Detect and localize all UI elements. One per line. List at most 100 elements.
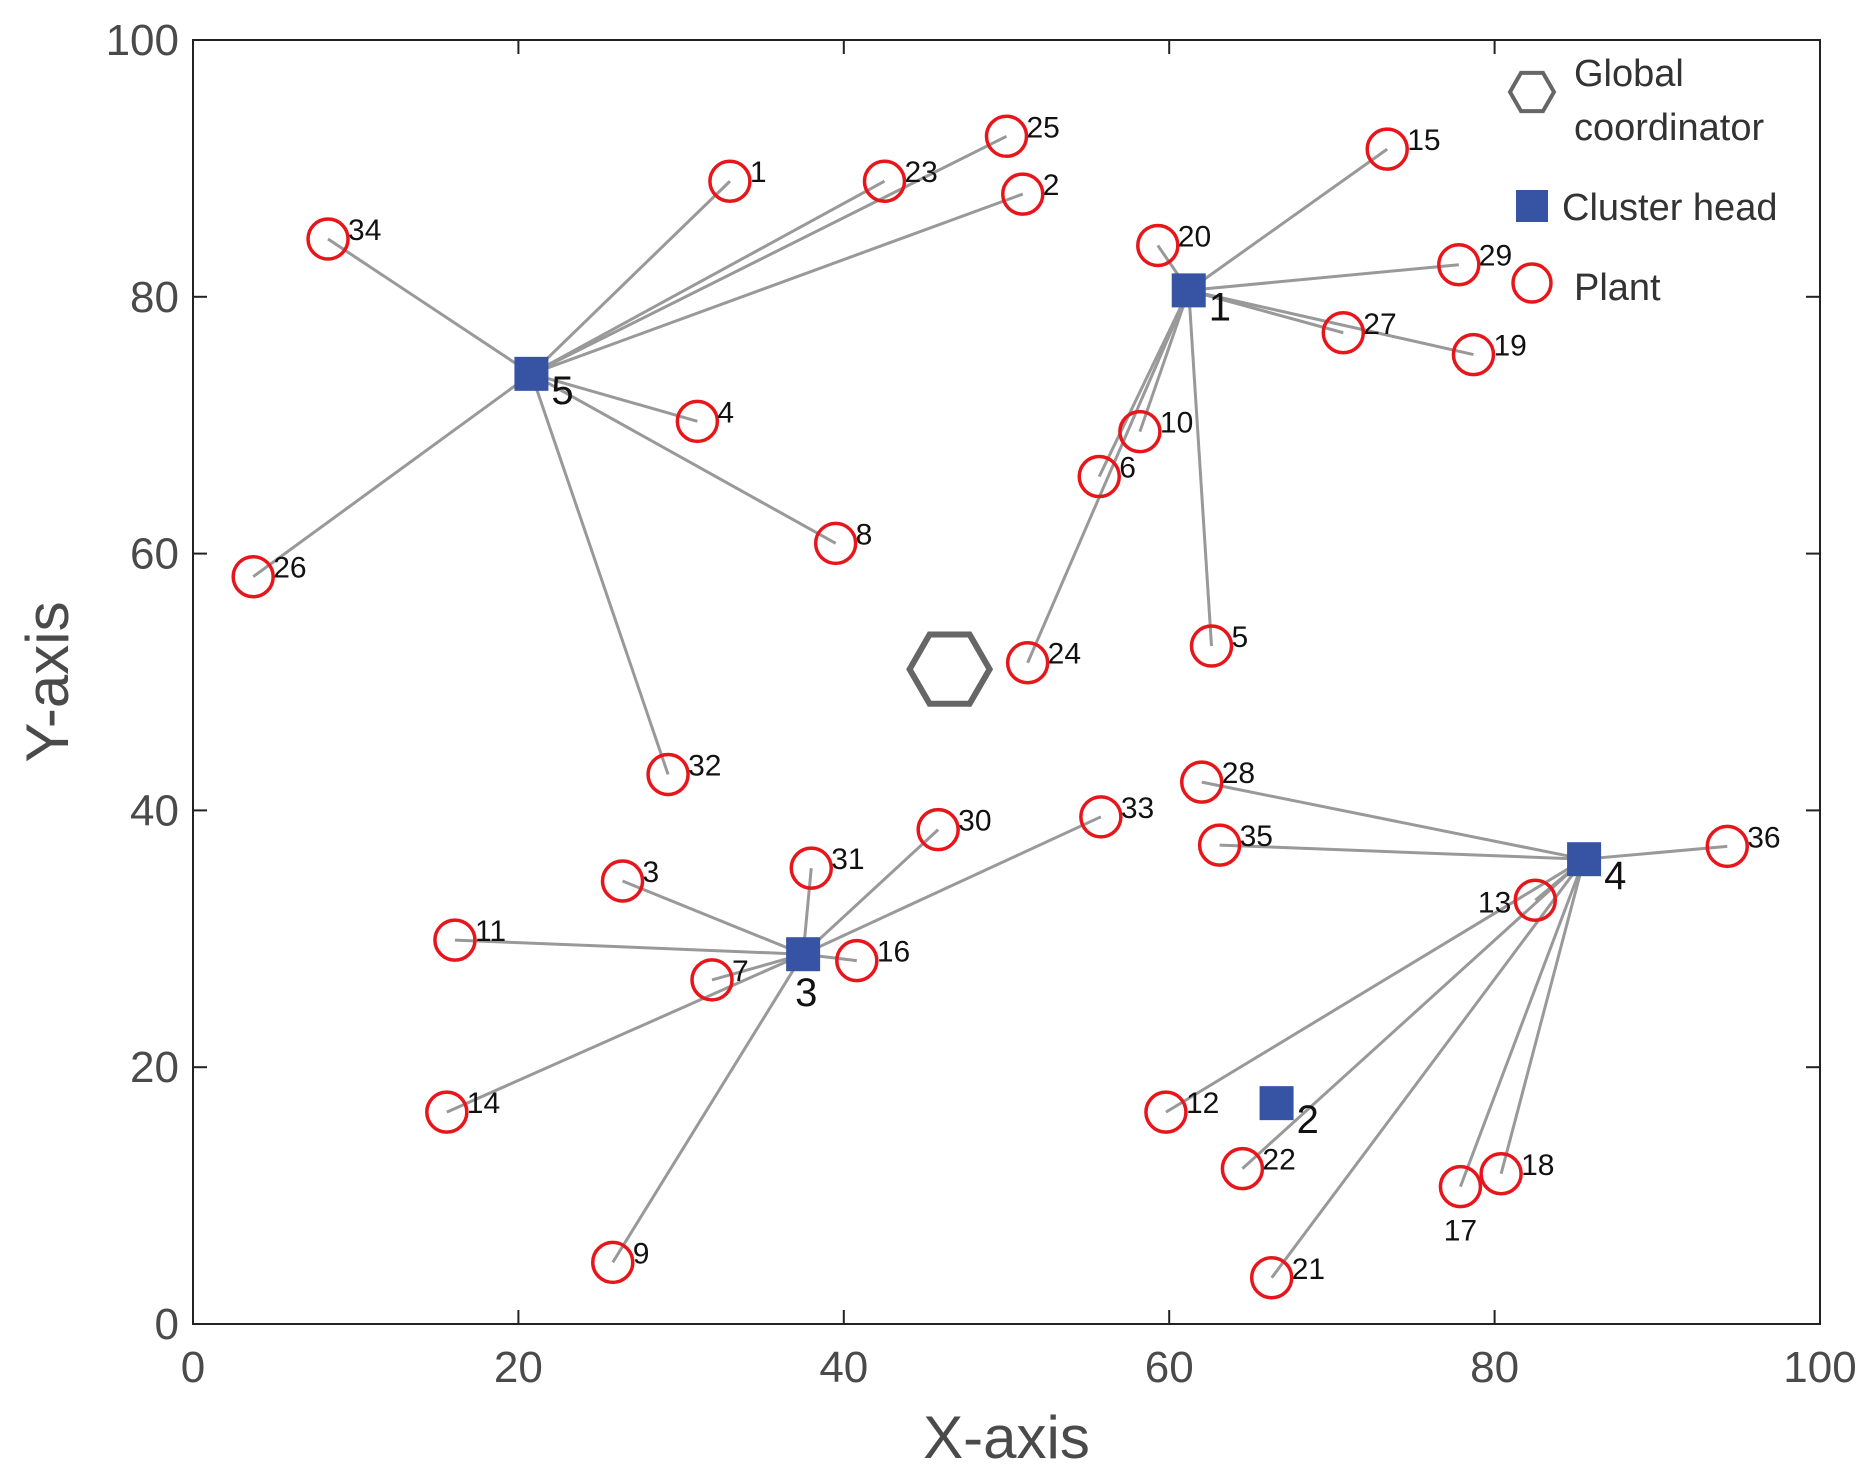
plant-marker-13 — [1513, 878, 1558, 923]
plant-marker-25 — [984, 114, 1029, 159]
plant-marker-36 — [1705, 824, 1750, 869]
axis-labels: X-axis Y-axis — [14, 601, 1090, 1471]
plant-marker-1 — [708, 159, 752, 203]
plant-marker-34 — [306, 217, 350, 261]
plant-label-26: 26 — [273, 552, 306, 585]
plant-label-12: 12 — [1186, 1087, 1219, 1120]
link-line-plant-17 — [1459, 858, 1586, 1188]
plant-marker-23 — [862, 159, 907, 203]
legend: Global coordinator Cluster head Plant — [1507, 53, 1777, 309]
link-line-plant-4 — [531, 372, 698, 423]
link-line-plant-26 — [252, 372, 533, 578]
x-tick-label: 20 — [494, 1343, 543, 1392]
plant-label-23: 23 — [904, 156, 937, 189]
link-line-plant-28 — [1201, 780, 1585, 861]
plant-marker-9 — [591, 1240, 635, 1285]
plant-marker-16 — [835, 938, 879, 983]
plant-marker-33 — [1079, 795, 1123, 839]
plant-marker-26 — [231, 554, 275, 599]
link-line-plant-30 — [802, 828, 940, 956]
link-line-plant-1 — [530, 180, 731, 375]
plant-label-22: 22 — [1262, 1144, 1295, 1177]
plot-frame-box — [192, 39, 1821, 1325]
link-line-plant-21 — [1270, 858, 1586, 1279]
plant-marker-22 — [1220, 1146, 1265, 1191]
plant-marker-32 — [646, 752, 690, 797]
plant-label-8: 8 — [856, 518, 873, 551]
plant-label-10: 10 — [1160, 407, 1193, 440]
plot-frame — [192, 39, 1821, 1325]
plant-marker-20 — [1136, 223, 1180, 268]
link-line-plant-19 — [1188, 288, 1474, 357]
legend-cluster-head-label: Cluster head — [1562, 187, 1777, 229]
plant-marker-7 — [690, 958, 734, 1002]
plant-label-25: 25 — [1027, 111, 1060, 144]
cluster-head-label-2: 2 — [1297, 1098, 1319, 1142]
plant-marker-30 — [916, 807, 960, 852]
link-line-plant-10 — [1138, 289, 1191, 433]
plant-marker-18 — [1479, 1152, 1523, 1196]
plant-marker-5 — [1189, 624, 1234, 668]
link-line-plant-29 — [1188, 263, 1459, 292]
plant-label-20: 20 — [1178, 220, 1211, 253]
link-line-plant-3 — [621, 879, 804, 956]
link-line-plant-23 — [530, 179, 886, 376]
link-line-plant-2 — [530, 192, 1024, 376]
plant-label-7: 7 — [732, 955, 749, 988]
plant-marker-28 — [1179, 760, 1224, 804]
plant-markers — [231, 114, 1750, 1300]
plant-label-14: 14 — [467, 1087, 500, 1120]
plant-marker-17 — [1438, 1164, 1483, 1209]
plant-label-1: 1 — [750, 156, 767, 189]
link-line-plant-25 — [530, 134, 1008, 376]
plant-marker-11 — [433, 918, 477, 962]
plant-label-30: 30 — [958, 805, 991, 838]
cluster-head-markers — [514, 273, 1602, 1121]
plant-label-21: 21 — [1292, 1253, 1325, 1286]
y-tick-label: 60 — [130, 530, 179, 579]
x-tick-label: 60 — [1145, 1343, 1194, 1392]
link-lines — [252, 134, 1728, 1279]
plant-label-18: 18 — [1521, 1149, 1554, 1182]
global-coordinator-marker — [906, 631, 994, 707]
y-axis-label: Y-axis — [14, 601, 81, 762]
plant-label-16: 16 — [877, 936, 910, 969]
plant-marker-4 — [675, 399, 720, 444]
plant-marker-24 — [1005, 640, 1050, 685]
plant-label-19: 19 — [1493, 330, 1526, 363]
cluster-head-label-5: 5 — [551, 369, 573, 413]
plant-label-15: 15 — [1407, 124, 1440, 157]
plant-label-35: 35 — [1240, 820, 1273, 853]
plant-label-11: 11 — [475, 915, 506, 948]
link-line-plant-33 — [802, 815, 1102, 956]
plant-label-13: 13 — [1478, 886, 1511, 919]
legend-cluster-head-icon — [1516, 190, 1548, 222]
plant-label-5: 5 — [1232, 621, 1249, 654]
link-line-plant-8 — [530, 372, 837, 545]
cluster-head-marker-5 — [514, 356, 549, 391]
plant-label-34: 34 — [348, 214, 381, 247]
x-tick-label: 40 — [819, 1343, 868, 1392]
plant-label-36: 36 — [1747, 821, 1780, 854]
plant-marker-29 — [1437, 242, 1481, 287]
link-line-plant-14 — [446, 952, 804, 1114]
legend-plant-icon — [1511, 262, 1553, 304]
plant-marker-6 — [1077, 454, 1121, 499]
legend-coordinator-label-line: Global — [1574, 53, 1684, 95]
cluster-head-label-4: 4 — [1604, 854, 1626, 898]
plant-label-32: 32 — [688, 749, 721, 782]
x-tick-label: 80 — [1470, 1343, 1519, 1392]
legend-coordinator-label-line: coordinator — [1574, 107, 1764, 149]
x-tick-label: 100 — [1783, 1343, 1856, 1392]
plant-label-6: 6 — [1119, 452, 1136, 485]
plant-marker-19 — [1451, 332, 1496, 377]
plant-marker-31 — [789, 846, 834, 890]
y-tick-label: 40 — [130, 786, 179, 835]
plant-label-2: 2 — [1043, 169, 1060, 202]
link-line-plant-11 — [454, 938, 804, 956]
plant-label-3: 3 — [643, 856, 660, 889]
axis-ticks: 0 20 40 60 80 100 0 20 40 60 80 100 — [106, 16, 1857, 1392]
plant-label-29: 29 — [1479, 240, 1512, 273]
plant-marker-35 — [1197, 823, 1242, 867]
